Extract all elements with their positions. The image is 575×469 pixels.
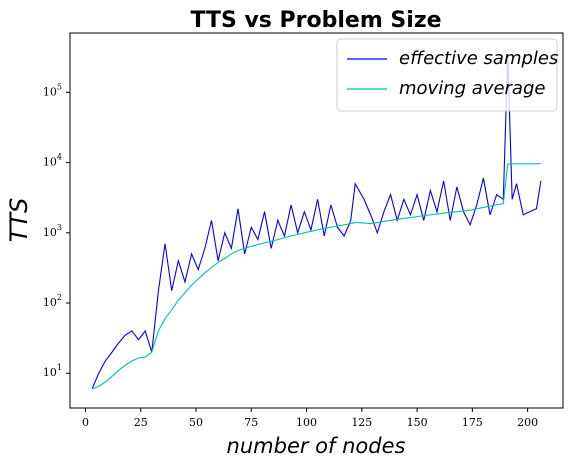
y-tick-label: 103 (43, 223, 62, 239)
y-tick-label: 101 (43, 363, 62, 379)
chart-title: TTS vs Problem Size (190, 8, 441, 33)
x-tick-label: 125 (351, 416, 372, 429)
series-line (91, 54, 542, 390)
series-line (91, 162, 541, 390)
x-tick-label: 150 (407, 416, 428, 429)
x-tick-label: 200 (517, 416, 538, 429)
x-tick-label: 50 (189, 416, 203, 429)
plot-frame (69, 32, 564, 409)
legend-label: effective samples (399, 48, 558, 69)
y-axis-label: TTS (5, 198, 33, 243)
y-tick-label: 102 (43, 293, 62, 309)
y-tick-label: 104 (43, 153, 62, 169)
y-tick-label: 105 (43, 82, 62, 98)
x-axis-label: number of nodes (227, 434, 406, 458)
legend-box (336, 38, 558, 112)
x-tick-label: 175 (462, 416, 483, 429)
x-tick-label: 0 (82, 416, 89, 429)
x-tick-label: 25 (134, 416, 148, 429)
legend-label: moving average (399, 78, 545, 99)
x-tick-label: 75 (244, 416, 258, 429)
x-tick-label: 100 (296, 416, 317, 429)
